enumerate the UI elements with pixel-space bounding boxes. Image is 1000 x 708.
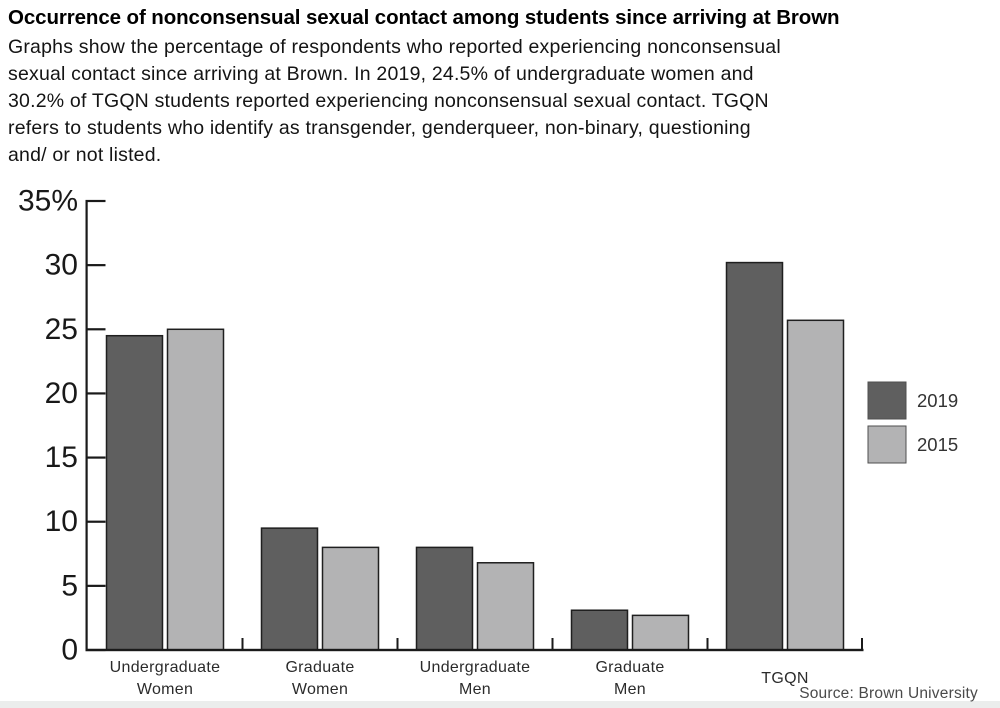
x-axis-group-tick — [241, 638, 244, 650]
y-axis-tick — [85, 456, 106, 459]
x-axis-category-label-graduate-men: Graduate Men — [595, 659, 664, 698]
bar-2019-undergraduate-women — [105, 334, 164, 651]
y-axis-tick — [85, 520, 106, 523]
y-axis-tick-label: 20 — [45, 377, 78, 410]
y-axis-tick-label: 15 — [45, 441, 78, 474]
bar-2019-graduate-women — [260, 527, 319, 651]
y-axis-line — [85, 200, 88, 651]
x-axis-category-label-undergraduate-women: Undergraduate Women — [110, 659, 221, 698]
x-axis-line — [85, 648, 864, 652]
bar-2019-tgqn — [725, 261, 784, 651]
bar-2015-graduate-women — [321, 546, 380, 651]
y-axis-tick — [85, 328, 106, 331]
y-axis-tick-label: 30 — [45, 249, 78, 282]
x-axis-end-tick — [861, 638, 863, 650]
y-axis-tick-label: 35% — [18, 185, 78, 218]
x-axis-category-label-tgqn: TGQN — [761, 670, 808, 687]
bar-2019-undergraduate-men — [415, 546, 474, 651]
x-axis-category-label-graduate-women: Graduate Women — [285, 659, 354, 698]
legend-swatch-2019 — [867, 381, 907, 420]
chart-header: Occurrence of nonconsensual sexual conta… — [8, 5, 990, 169]
x-axis-group-tick — [551, 638, 554, 650]
chart-title: Occurrence of nonconsensual sexual conta… — [8, 6, 840, 29]
x-axis-category-label-undergraduate-men: Undergraduate Men — [420, 659, 531, 698]
bar-2015-undergraduate-women — [166, 328, 225, 651]
bar-2015-graduate-men — [631, 614, 690, 651]
bar-2015-undergraduate-men — [476, 562, 535, 651]
x-axis-group-tick — [396, 638, 399, 650]
chart-description: Graphs show the percentage of respondent… — [8, 36, 781, 166]
y-axis-tick — [85, 199, 106, 203]
legend-label-2015: 2015 — [917, 434, 958, 455]
y-axis-tick-label: 5 — [61, 569, 78, 602]
y-axis-tick-label: 0 — [61, 634, 78, 667]
x-axis-group-tick — [706, 638, 709, 650]
bar-2015-tgqn — [786, 319, 845, 651]
y-axis-tick — [85, 584, 106, 587]
bar-2019-graduate-men — [570, 609, 629, 651]
y-axis-tick — [85, 264, 106, 267]
page-bottom-edge — [0, 701, 1000, 708]
y-axis-tick-label: 10 — [45, 505, 78, 538]
legend-label-2019: 2019 — [917, 390, 958, 411]
legend-swatch-2015 — [867, 425, 907, 464]
y-axis-tick-label: 25 — [45, 313, 78, 346]
y-axis-tick — [85, 392, 106, 395]
source-credit: Source: Brown University — [799, 685, 978, 702]
